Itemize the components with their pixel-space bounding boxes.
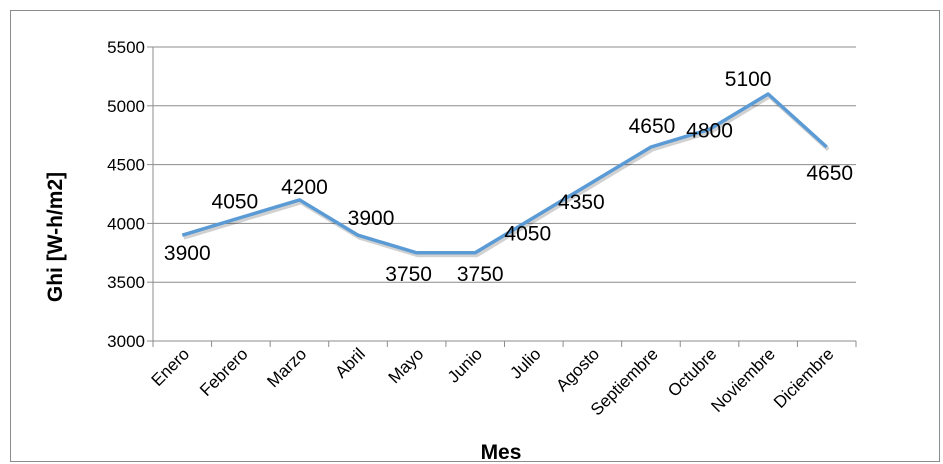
data-label: 4050 xyxy=(212,191,259,214)
x-tick-label: Marzo xyxy=(263,344,310,391)
x-tick-label: Agosto xyxy=(552,344,603,395)
chart-frame xyxy=(10,10,940,462)
x-tick-label: Diciembre xyxy=(770,344,838,412)
x-tick-label: Octubre xyxy=(664,344,720,400)
series-line-shadow xyxy=(183,94,830,258)
data-label: 5100 xyxy=(725,68,772,91)
x-tick-label: Junio xyxy=(444,344,486,386)
y-tick-label: 5500 xyxy=(107,38,145,57)
x-axis-ticks: Enero Febrero Marzo Abril Mayo Junio Julio Agos… xyxy=(148,344,838,419)
data-label: 4650 xyxy=(806,162,853,185)
x-tick-label: Abril xyxy=(331,344,368,381)
y-tick-label: 3000 xyxy=(107,332,145,351)
y-axis-ticks: 3000 3500 4000 4500 5000 5500 xyxy=(107,38,145,351)
series-line xyxy=(181,92,828,255)
y-tick-label: 5000 xyxy=(107,97,145,116)
data-label: 3900 xyxy=(348,207,395,230)
data-label: 4650 xyxy=(629,115,676,138)
y-tick-label: 4500 xyxy=(107,156,145,175)
y-tick-label: 3500 xyxy=(107,273,145,292)
x-tick-label: Mayo xyxy=(385,344,428,387)
data-label: 3750 xyxy=(457,263,504,286)
x-tick-label: Julio xyxy=(506,344,544,382)
data-label: 4800 xyxy=(686,119,733,142)
data-label: 4050 xyxy=(504,223,551,246)
series-layer xyxy=(181,92,830,258)
x-tick-label: Enero xyxy=(148,344,194,390)
x-tick-label: Noviembre xyxy=(707,344,779,416)
data-label: 4200 xyxy=(281,176,328,199)
data-label: 3900 xyxy=(164,242,211,265)
y-axis-title: Ghi [W-h/m2] xyxy=(44,172,67,302)
x-axis-title: Mes xyxy=(481,441,522,464)
x-tick-label: Febrero xyxy=(196,344,252,400)
gridlines xyxy=(147,46,857,347)
y-tick-label: 4000 xyxy=(107,214,145,233)
data-label: 3750 xyxy=(385,263,432,286)
data-label: 4350 xyxy=(558,191,605,214)
